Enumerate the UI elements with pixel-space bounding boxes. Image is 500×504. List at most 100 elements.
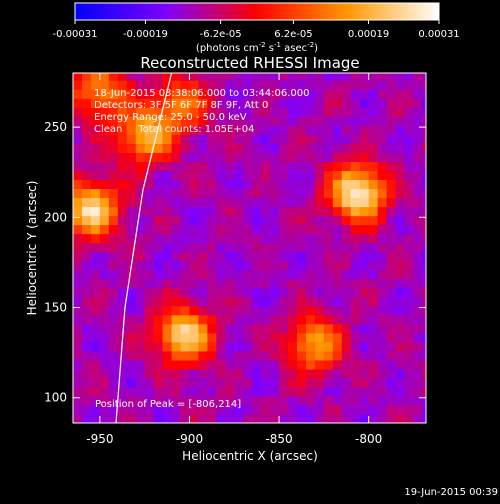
- heatmap-cell: [288, 404, 298, 415]
- heatmap-cell: [243, 251, 253, 262]
- heatmap-cell: [359, 287, 370, 298]
- heatmap-cell: [341, 98, 352, 108]
- heatmap-cell: [243, 197, 253, 208]
- heatmap-cell: [207, 215, 217, 226]
- heatmap-cell: [81, 359, 92, 370]
- heatmap-cell: [153, 386, 164, 397]
- heatmap-cell: [90, 80, 101, 90]
- heatmap-cell: [404, 278, 415, 289]
- heatmap-cell: [198, 80, 208, 90]
- heatmap-cell: [377, 143, 388, 153]
- heatmap-cell: [261, 152, 271, 162]
- heatmap-cell: [359, 197, 370, 208]
- heatmap-cell: [216, 152, 226, 162]
- heatmap-cell: [180, 269, 191, 280]
- heatmap-cell: [395, 332, 406, 343]
- heatmap-cell: [296, 206, 307, 217]
- heatmap-cell: [261, 404, 271, 415]
- heatmap-cell: [296, 170, 307, 181]
- heatmap-cell: [81, 152, 92, 162]
- heatmap-cell: [386, 152, 397, 162]
- heatmap-cell: [117, 242, 128, 253]
- heatmap-cell: [413, 206, 424, 217]
- heatmap-cell: [73, 314, 83, 325]
- heatmap-cell: [404, 359, 415, 370]
- heatmap-cell: [162, 107, 173, 117]
- heatmap-cell: [126, 242, 137, 253]
- heatmap-cell: [189, 260, 200, 271]
- heatmap-cell: [404, 206, 415, 217]
- heatmap-cell: [296, 215, 307, 226]
- heatmap-cell: [108, 341, 119, 352]
- heatmap-cell: [180, 242, 191, 253]
- heatmap-cell: [117, 143, 128, 153]
- heatmap-cell: [279, 170, 289, 181]
- heatmap-cell: [153, 179, 164, 190]
- heatmap-cell: [90, 73, 101, 81]
- heatmap-cell: [135, 206, 146, 217]
- heatmap-cell: [108, 107, 119, 117]
- heatmap-cell: [261, 341, 271, 352]
- heatmap-cell: [73, 404, 83, 415]
- heatmap-cell: [81, 215, 92, 226]
- heatmap-cell: [180, 116, 191, 126]
- heatmap-cell: [171, 170, 182, 181]
- heatmap-cell: [90, 251, 101, 262]
- heatmap-cell: [359, 161, 370, 172]
- heatmap-cell: [323, 269, 334, 280]
- heatmap-cell: [359, 206, 370, 217]
- heatmap-cell: [198, 73, 208, 81]
- heatmap-cell: [252, 260, 262, 271]
- heatmap-cell: [90, 161, 101, 172]
- heatmap-cell: [377, 404, 388, 415]
- heatmap-cell: [341, 332, 352, 343]
- heatmap-cell: [216, 323, 226, 334]
- heatmap-cell: [198, 89, 208, 99]
- heatmap-cell: [332, 413, 343, 423]
- heatmap-cell: [144, 287, 155, 298]
- heatmap-cell: [279, 161, 289, 172]
- heatmap-cell: [314, 125, 325, 135]
- heatmap-cell: [332, 170, 343, 181]
- heatmap-cell: [153, 116, 164, 126]
- heatmap-cell: [207, 305, 217, 316]
- heatmap-cell: [99, 197, 110, 208]
- heatmap-cell: [117, 305, 128, 316]
- heatmap-cell: [252, 305, 262, 316]
- heatmap-cell: [279, 287, 289, 298]
- heatmap-cell: [422, 206, 426, 217]
- heatmap-cell: [395, 125, 406, 135]
- heatmap-cell: [359, 377, 370, 388]
- heatmap-cell: [234, 188, 244, 199]
- heatmap-cell: [180, 251, 191, 262]
- heatmap-cell: [243, 89, 253, 99]
- chart-title: Reconstructed RHESSI Image: [140, 54, 359, 72]
- heatmap-cell: [413, 80, 424, 90]
- heatmap-cell: [368, 188, 379, 199]
- heatmap-cell: [207, 296, 217, 307]
- heatmap-cell: [270, 251, 280, 262]
- heatmap-cell: [288, 278, 298, 289]
- heatmap-cell: [225, 287, 235, 298]
- heatmap-cell: [234, 413, 244, 423]
- heatmap-cell: [305, 314, 316, 325]
- heatmap-cell: [377, 341, 388, 352]
- heatmap-cell: [216, 368, 226, 379]
- heatmap-cell: [90, 89, 101, 99]
- x-axis-ticks: -950 -900 -850 -800: [86, 73, 382, 446]
- heatmap-cell: [135, 395, 146, 406]
- heatmap-cell: [135, 368, 146, 379]
- heatmap-cell: [261, 242, 271, 253]
- timestamp: 19-Jun-2015 00:39: [404, 487, 498, 498]
- heatmap-cell: [368, 80, 379, 90]
- heatmap-cell: [73, 215, 83, 226]
- heatmap-cell: [234, 125, 244, 135]
- heatmap-cell: [171, 368, 182, 379]
- heatmap-cell: [341, 305, 352, 316]
- heatmap-cell: [198, 341, 208, 352]
- heatmap-cell: [368, 107, 379, 117]
- heatmap-cell: [126, 224, 137, 235]
- heatmap-cell: [180, 206, 191, 217]
- heatmap-cell: [386, 251, 397, 262]
- heatmap-cell: [234, 260, 244, 271]
